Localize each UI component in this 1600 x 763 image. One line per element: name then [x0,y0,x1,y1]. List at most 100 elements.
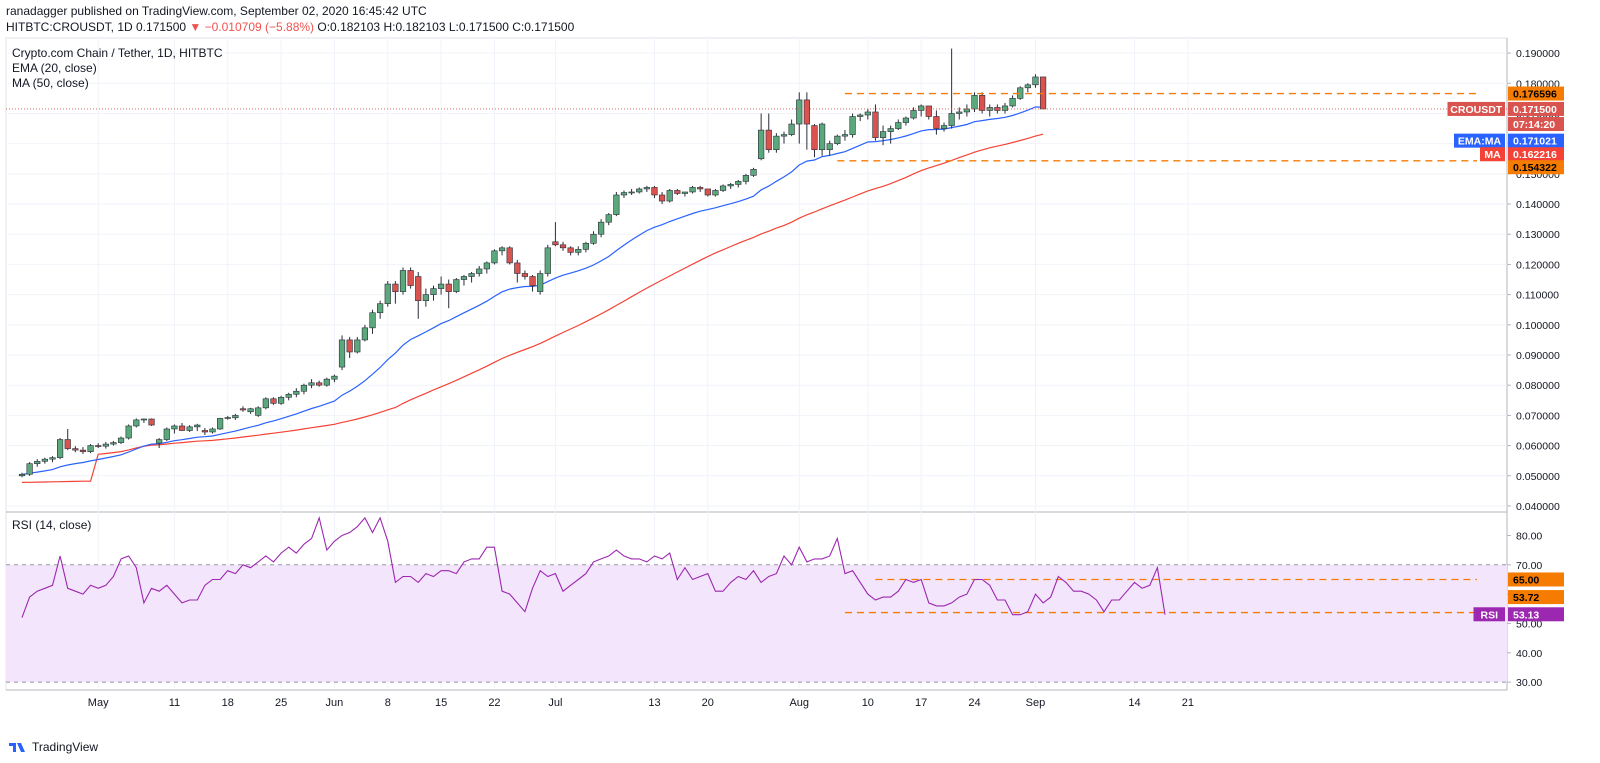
price-tag-name: MA [1484,149,1501,161]
candle-body [689,187,696,193]
candle-body [34,460,41,464]
candle-body [841,134,849,137]
candle-body [41,458,48,462]
candle-body [567,247,574,253]
candle-body [796,99,803,125]
candle-body [895,122,902,129]
price-tick-label: 0.050000 [1516,471,1560,483]
candle-body [79,449,87,452]
candle-body [628,191,635,194]
candle-body [377,303,384,314]
candle-body [49,457,56,460]
candle-body [476,268,483,274]
candle-body [514,262,521,274]
candle-body [338,339,346,368]
candle-body [171,425,178,430]
symbol-text: HITBTC:CROUSDT, 1D 0.171500 [6,20,187,34]
candle-body [994,107,1001,111]
candle-body [102,443,109,447]
candle-body [803,99,810,125]
candle-body [437,283,445,289]
candle-body [963,108,970,113]
time-tick-label: 20 [702,697,714,709]
candle-body [133,419,140,427]
footer-brand[interactable]: TradingView [8,740,98,754]
rsi-band [6,564,1507,683]
candle-body [780,134,788,137]
candle-body [872,111,879,138]
ma-50-line [21,133,1044,483]
candle-body [407,270,414,286]
price-tag-value-bg [1508,101,1564,116]
candle-body [277,396,285,404]
candle-body [95,445,102,447]
candle-body [125,425,132,439]
candle-body [613,194,620,215]
candle-body [194,424,201,428]
candle-body [148,418,155,426]
time-tick-label: 10 [862,697,874,709]
footer-brand-text: TradingView [32,740,99,754]
time-tick-label: 13 [648,697,660,709]
candle-body [940,125,948,129]
time-tick-label: May [88,697,109,709]
price-tick-label: 0.100000 [1516,320,1560,332]
candle-body [620,192,628,196]
candle-body [681,191,689,194]
candle-body [232,415,239,419]
candle-body [902,117,910,123]
candle-body [262,398,269,409]
tradingview-logo-icon [9,743,25,752]
candle-body [971,95,978,110]
rsi-tick-label: 30.00 [1516,677,1542,689]
candle-body [834,135,841,144]
candle-body [445,283,452,292]
candle-body [811,125,818,151]
candle-body [361,327,369,341]
candle-body [598,221,605,235]
candle-body [697,187,704,190]
candle-body [384,283,391,304]
candle-body [727,184,734,187]
candle-body [979,95,986,111]
candle-body [918,105,925,111]
candle-body [826,143,833,151]
rsi-tag-name: RSI [1480,609,1498,621]
publisher-line: ranadagger published on TradingView.com,… [6,4,427,18]
price-tick-label: 0.070000 [1516,410,1560,422]
candle-body [117,437,125,443]
price-tag-name-bg [1447,101,1505,116]
candle-body [483,262,490,270]
candle-body [910,110,917,119]
candle-body [857,114,864,117]
price-tag-name: EMA:MA [1458,136,1502,148]
candle-body [331,375,338,380]
candle-body [765,129,772,151]
time-tick-label: 22 [488,697,500,709]
time-tick-label: 14 [1128,697,1140,709]
candle-body [879,131,887,138]
candle-body [788,123,795,135]
candle-body [64,439,71,449]
time-tick-label: 15 [435,697,447,709]
candle-body [1001,105,1009,111]
candle-body [369,312,376,329]
price-tick-label: 0.130000 [1516,229,1560,241]
ohlc-text: O:0.182103 H:0.182103 L:0.171500 C:0.171… [317,20,575,34]
rsi-tick-label: 40.00 [1516,648,1542,660]
candle-body [308,382,315,386]
rsi-tag-bg [1508,572,1564,587]
rsi-tick-label: 70.00 [1516,560,1542,572]
candle-body [26,463,33,475]
candle-body [544,247,551,274]
candle-body [735,181,742,185]
candle-body [658,194,666,202]
rsi-tick-label: 80.00 [1516,530,1542,542]
time-tick-label: 8 [385,697,391,709]
candle-body [163,428,170,440]
price-tag-bg [1508,86,1564,101]
rsi-tag-value: 65.00 [1513,574,1539,586]
candle-body [255,407,262,416]
candle-body [468,273,475,277]
